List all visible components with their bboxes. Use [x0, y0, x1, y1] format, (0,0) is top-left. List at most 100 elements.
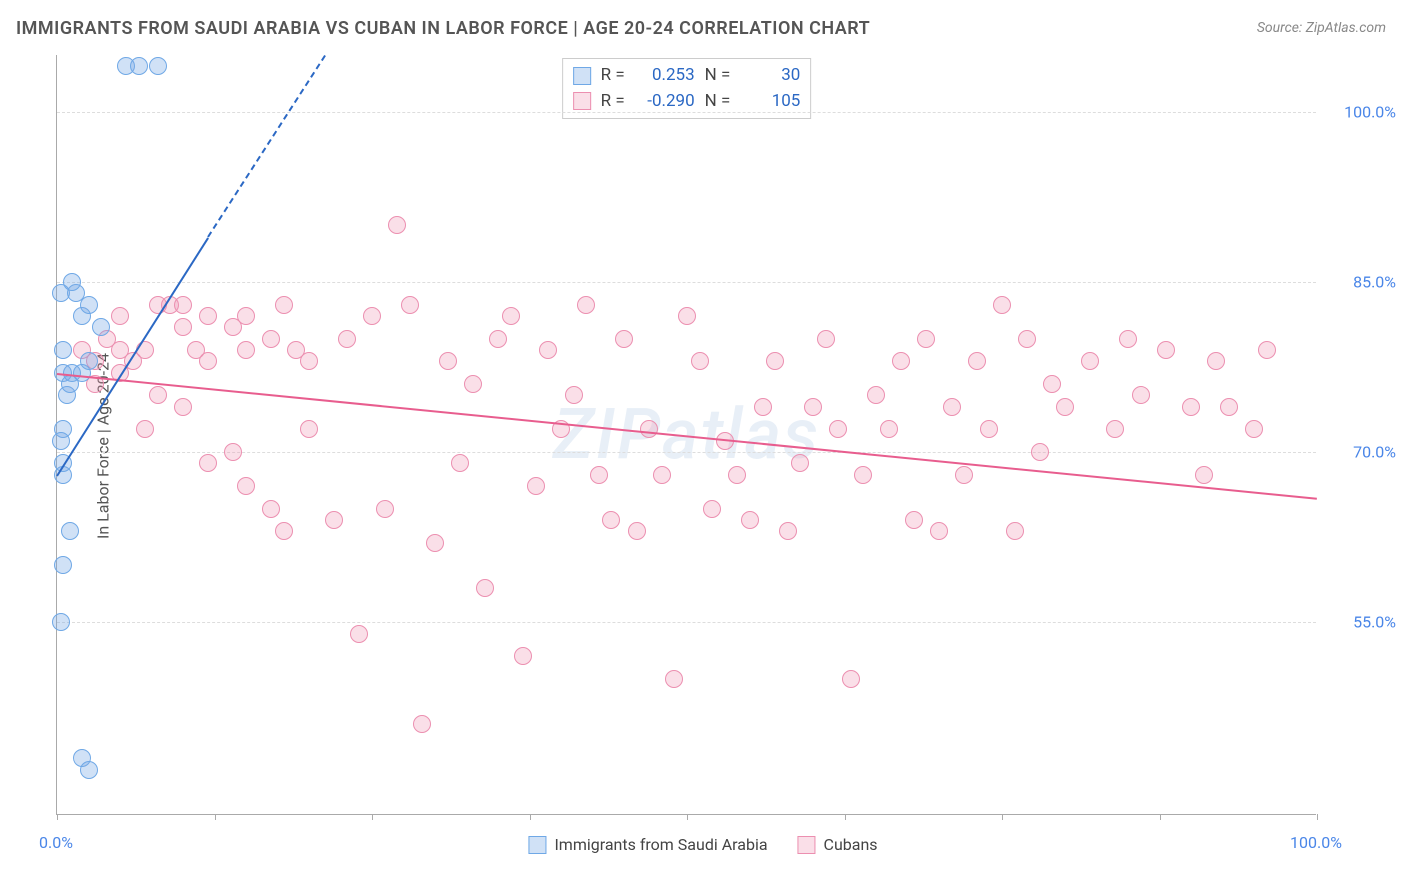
n-label: N = [705, 89, 731, 115]
scatter-point [993, 296, 1011, 314]
scatter-point [955, 466, 973, 484]
scatter-point [502, 307, 520, 325]
scatter-point [539, 341, 557, 359]
scatter-point [766, 352, 784, 370]
scatter-point [615, 330, 633, 348]
scatter-point [691, 352, 709, 370]
bottom-legend: Immigrants from Saudi Arabia Cubans [528, 835, 877, 854]
scatter-point [678, 307, 696, 325]
r-label: R = [601, 89, 625, 115]
scatter-point [388, 216, 406, 234]
scatter-point [130, 57, 148, 75]
scatter-point [237, 307, 255, 325]
swatch-series2 [798, 836, 816, 854]
scatter-point [63, 273, 81, 291]
x-tick-label: 0.0% [39, 833, 73, 852]
scatter-point [92, 318, 110, 336]
scatter-point [943, 398, 961, 416]
scatter-point [1220, 398, 1238, 416]
scatter-point [54, 556, 72, 574]
scatter-point [514, 647, 532, 665]
scatter-point [61, 522, 79, 540]
y-tick-label: 100.0% [1344, 102, 1396, 121]
scatter-point [804, 398, 822, 416]
scatter-point [628, 522, 646, 540]
scatter-point [577, 296, 595, 314]
scatter-point [149, 57, 167, 75]
correlation-stats-box: R = 0.253 N = 30 R = -0.290 N = 105 [562, 58, 812, 119]
x-tick-mark [687, 814, 688, 820]
x-tick-label: 100.0% [1290, 833, 1342, 852]
x-tick-mark [845, 814, 846, 820]
scatter-point [439, 352, 457, 370]
x-tick-mark [215, 814, 216, 820]
scatter-point [880, 420, 898, 438]
scatter-point [275, 296, 293, 314]
scatter-point [54, 341, 72, 359]
x-tick-mark [372, 814, 373, 820]
scatter-point [728, 466, 746, 484]
scatter-point [363, 307, 381, 325]
scatter-point [741, 511, 759, 529]
scatter-point [199, 307, 217, 325]
scatter-point [1031, 443, 1049, 461]
legend-label-series1: Immigrants from Saudi Arabia [554, 835, 767, 854]
scatter-point [1207, 352, 1225, 370]
y-tick-label: 70.0% [1353, 443, 1396, 462]
y-tick-label: 85.0% [1353, 272, 1396, 291]
scatter-point [376, 500, 394, 518]
scatter-point [338, 330, 356, 348]
scatter-point [237, 341, 255, 359]
scatter-point [892, 352, 910, 370]
scatter-point [350, 625, 368, 643]
scatter-point [867, 386, 885, 404]
scatter-point [1157, 341, 1175, 359]
scatter-point [1245, 420, 1263, 438]
swatch-series1 [573, 67, 591, 85]
scatter-point [1081, 352, 1099, 370]
scatter-point [413, 715, 431, 733]
scatter-point [1018, 330, 1036, 348]
scatter-point [52, 613, 70, 631]
scatter-point [905, 511, 923, 529]
scatter-point [980, 420, 998, 438]
gridline-h [57, 452, 1316, 453]
scatter-point [640, 420, 658, 438]
scatter-point [80, 761, 98, 779]
swatch-series2 [573, 92, 591, 110]
scatter-point [451, 454, 469, 472]
r-value-series1: 0.253 [635, 63, 695, 89]
n-value-series1: 30 [740, 63, 800, 89]
scatter-point [779, 522, 797, 540]
gridline-h [57, 112, 1316, 113]
x-tick-mark [1160, 814, 1161, 820]
scatter-point [80, 296, 98, 314]
chart-title: IMMIGRANTS FROM SAUDI ARABIA VS CUBAN IN… [16, 18, 870, 39]
scatter-point [968, 352, 986, 370]
scatter-point [149, 386, 167, 404]
scatter-point [653, 466, 671, 484]
scatter-point [224, 443, 242, 461]
n-value-series2: 105 [740, 89, 800, 115]
gridline-h [57, 622, 1316, 623]
scatter-point [1258, 341, 1276, 359]
trend-line-extrapolated [207, 55, 326, 238]
scatter-point [325, 511, 343, 529]
scatter-point [930, 522, 948, 540]
scatter-point [476, 579, 494, 597]
scatter-point [136, 420, 154, 438]
scatter-point [300, 352, 318, 370]
scatter-point [665, 670, 683, 688]
scatter-point [527, 477, 545, 495]
scatter-point [1119, 330, 1137, 348]
scatter-point [262, 500, 280, 518]
scatter-point [199, 454, 217, 472]
scatter-point [602, 511, 620, 529]
r-value-series2: -0.290 [635, 89, 695, 115]
chart-container: IMMIGRANTS FROM SAUDI ARABIA VS CUBAN IN… [0, 0, 1406, 892]
scatter-point [1195, 466, 1213, 484]
scatter-point [829, 420, 847, 438]
legend-label-series2: Cubans [824, 835, 878, 854]
scatter-point [300, 420, 318, 438]
x-tick-mark [1002, 814, 1003, 820]
